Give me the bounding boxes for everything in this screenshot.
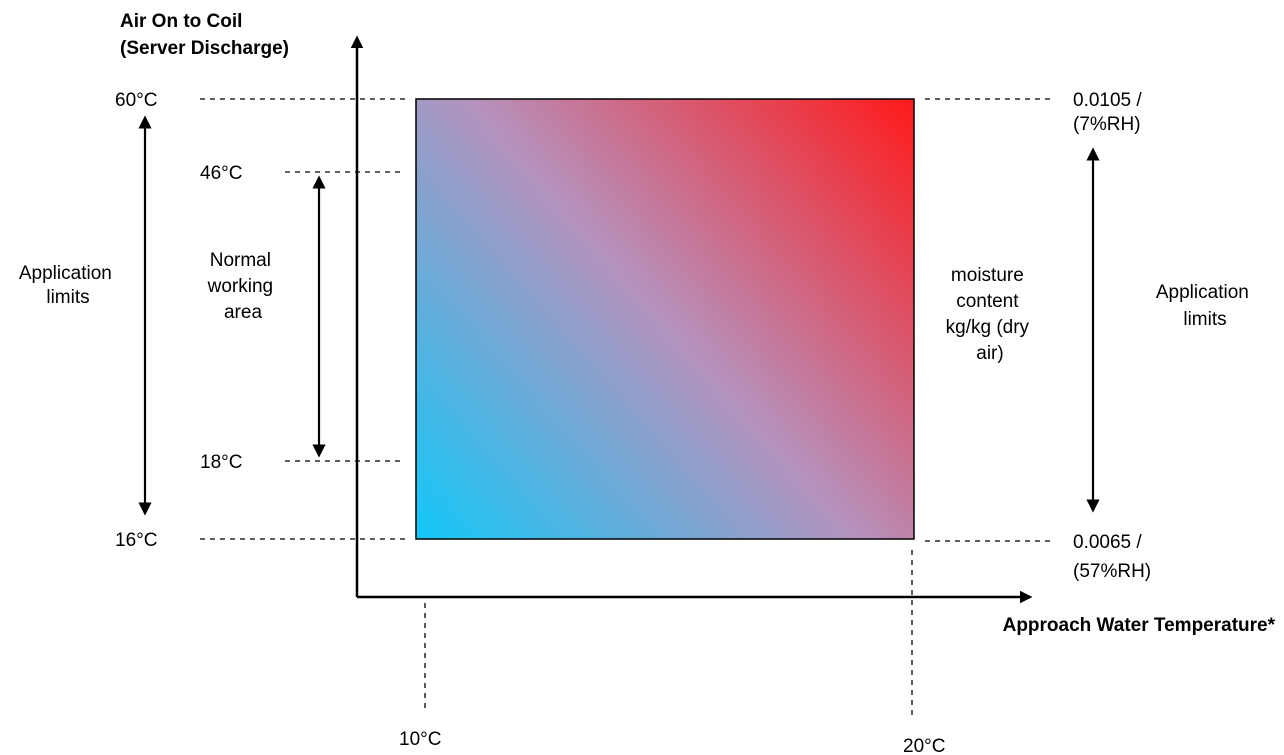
y-axis-title: Air On to Coil (Server Discharge) [120, 11, 289, 59]
x-axis-title: Approach Water Temperature* [1003, 615, 1276, 636]
tick-20c: 20°C [903, 736, 945, 755]
moisture-tick-top: 0.0105 / (7%RH) [1073, 90, 1147, 135]
moisture-tick-bottom: 0.0065 / (57%RH) [1073, 532, 1151, 582]
operating-envelope-area [415, 98, 915, 540]
tick-10c: 10°C [399, 729, 441, 750]
tick-46c: 46°C [200, 163, 242, 184]
right-application-limits-label: Application limits [1156, 282, 1254, 330]
moisture-content-label: moisture content kg/kg (dry air) [946, 265, 1035, 364]
left-application-limits-label: Application limits [19, 263, 117, 308]
tick-16c: 16°C [115, 530, 157, 551]
tick-18c: 18°C [200, 452, 242, 473]
tick-60c: 60°C [115, 90, 157, 111]
normal-working-area-label: Normal working area [207, 250, 279, 323]
